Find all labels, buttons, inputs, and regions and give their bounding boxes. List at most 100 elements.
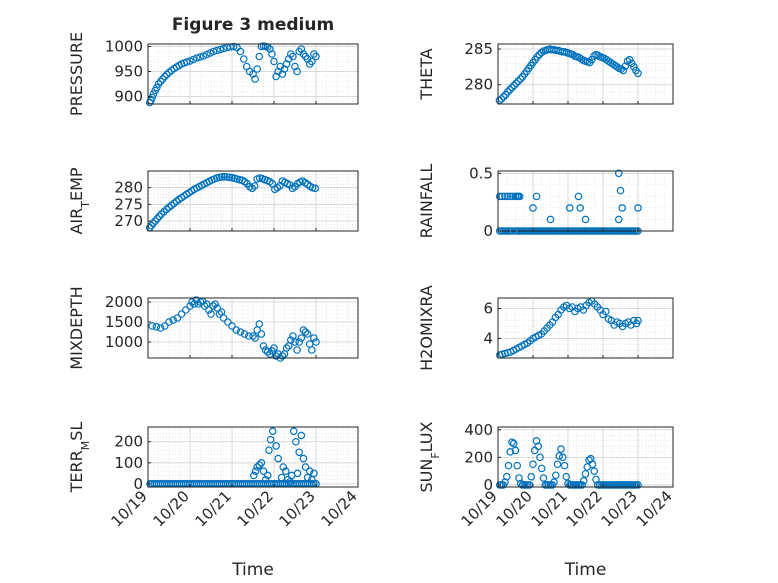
data-point: [253, 463, 262, 471]
axes-box: [147, 43, 359, 105]
y-tick-label: 200: [464, 448, 493, 466]
data-point: [249, 332, 257, 340]
data-point: [299, 326, 308, 334]
data-point: [251, 75, 259, 83]
data-point: [251, 334, 259, 342]
data-point: [514, 77, 523, 85]
data-point: [312, 52, 320, 61]
data-point: [192, 54, 201, 62]
data-point: [301, 463, 310, 471]
axes-box: [497, 170, 674, 232]
data-point: [149, 219, 157, 228]
data-point: [289, 427, 298, 436]
data-point: [263, 471, 272, 480]
y-axis-label-part: SL: [67, 422, 86, 441]
axes-box: [147, 297, 359, 359]
y-axis-label-part: AIR: [67, 208, 86, 235]
subplot-5: 1000 1500 2000 MIXDEPTH: [67, 286, 359, 370]
data-point: [510, 81, 518, 90]
data-point: [515, 192, 524, 201]
data-point: [581, 215, 590, 224]
data-point: [613, 63, 621, 71]
data-point: [553, 460, 562, 469]
data-point: [292, 437, 300, 446]
y-axis-label-subscript: T: [79, 201, 92, 209]
data-point: [578, 481, 586, 489]
data-point: [512, 79, 521, 88]
data-point: [272, 442, 280, 450]
data-point: [508, 438, 516, 446]
x-tick-label: 10/22: [234, 487, 277, 530]
data-point: [219, 314, 228, 322]
y-axis-label-subscript: M: [79, 441, 92, 451]
data-point: [619, 66, 628, 75]
data-point: [574, 192, 583, 201]
data-point: [278, 352, 287, 360]
x-tick-label: 10/21: [192, 487, 235, 530]
data-point: [255, 320, 264, 328]
data-point: [550, 478, 558, 486]
data-point: [209, 302, 217, 310]
data-point: [297, 334, 306, 342]
y-tick-label: 280: [114, 179, 143, 197]
x-tick-label: 10/20: [150, 487, 193, 530]
data-point: [579, 476, 588, 485]
subplot-6: 4 6 H2OMIXRA: [417, 285, 674, 371]
data-point: [232, 326, 241, 334]
data-point: [211, 300, 220, 308]
data-point: [261, 475, 270, 484]
data-point: [293, 67, 301, 76]
data-point: [504, 461, 513, 470]
data-point: [511, 446, 520, 455]
data-point: [307, 57, 316, 66]
data-point: [577, 55, 586, 63]
y-axis-label-part: H2OMIXRA: [417, 285, 436, 371]
data-point: [250, 471, 258, 480]
data-point: [539, 474, 548, 482]
y-axis-label-part: TERR: [67, 450, 86, 493]
y-tick-label: 285: [464, 40, 493, 58]
data-point: [229, 42, 238, 51]
data-point: [286, 336, 295, 344]
data-point: [506, 85, 514, 94]
axes-box: [497, 297, 674, 359]
data-point: [590, 467, 599, 475]
data-point: [265, 446, 273, 454]
data-point: [153, 83, 161, 92]
data-point: [270, 57, 278, 66]
data-point: [551, 471, 560, 480]
data-point: [588, 460, 597, 469]
data-point: [295, 338, 304, 346]
data-point: [558, 453, 567, 462]
data-point: [618, 204, 627, 212]
data-point: [305, 467, 314, 476]
y-tick-label: 950: [114, 63, 143, 81]
y-axis-label: RAINFALL: [417, 164, 436, 239]
data-point: [307, 346, 316, 354]
y-axis-label: AIRTEMP: [67, 167, 92, 234]
data-point: [215, 310, 224, 318]
data-point: [225, 173, 234, 182]
data-point: [165, 318, 173, 326]
data-point: [213, 46, 221, 55]
data-point: [289, 52, 297, 61]
data-point: [529, 204, 537, 212]
y-axis-label-part: LUX: [417, 421, 436, 452]
y-axis-label-part: RAINFALL: [417, 164, 436, 239]
data-point: [282, 344, 291, 352]
data-point: [257, 330, 266, 338]
y-axis-label-part: SUN: [417, 459, 436, 493]
data-point: [200, 302, 209, 310]
y-axis-label-subscript: F: [429, 452, 442, 458]
data-point: [228, 322, 236, 330]
data-point: [218, 173, 226, 181]
data-point: [236, 47, 245, 56]
x-tick-label: 10/23: [598, 487, 641, 530]
axes-box: [497, 43, 674, 105]
data-point: [161, 322, 169, 330]
data-point: [281, 467, 290, 476]
y-tick-label: 4: [483, 330, 493, 348]
x-tick-label: 10/24: [633, 487, 676, 530]
